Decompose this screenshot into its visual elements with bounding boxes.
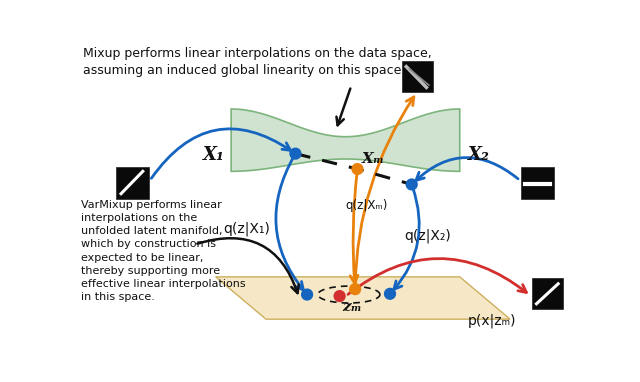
Text: VarMixup performs linear
interpolations on the
unfolded latent manifold,
which b: VarMixup performs linear interpolations … <box>81 200 245 302</box>
Text: Xₘ: Xₘ <box>362 152 385 166</box>
Bar <box>521 167 554 199</box>
Polygon shape <box>216 277 510 319</box>
Text: Mixup performs linear interpolations on the data space,
assuming an induced glob: Mixup performs linear interpolations on … <box>83 47 432 78</box>
Circle shape <box>349 284 360 295</box>
Bar <box>116 167 149 199</box>
Text: X₁: X₁ <box>202 146 225 164</box>
Text: p(x|zₘ): p(x|zₘ) <box>467 314 516 328</box>
Circle shape <box>406 179 417 190</box>
Text: q(z|X₂): q(z|X₂) <box>404 229 451 243</box>
Circle shape <box>385 288 396 299</box>
Circle shape <box>352 163 363 175</box>
Text: X₂: X₂ <box>467 146 490 164</box>
Circle shape <box>301 289 312 300</box>
Bar <box>402 61 433 92</box>
Circle shape <box>290 148 301 159</box>
Text: q(z|X₁): q(z|X₁) <box>223 222 270 236</box>
Bar <box>532 278 563 309</box>
Text: q(z|Xₘ): q(z|Xₘ) <box>345 199 387 212</box>
Text: zₘ: zₘ <box>342 300 362 314</box>
Polygon shape <box>231 109 460 172</box>
Circle shape <box>334 291 345 301</box>
